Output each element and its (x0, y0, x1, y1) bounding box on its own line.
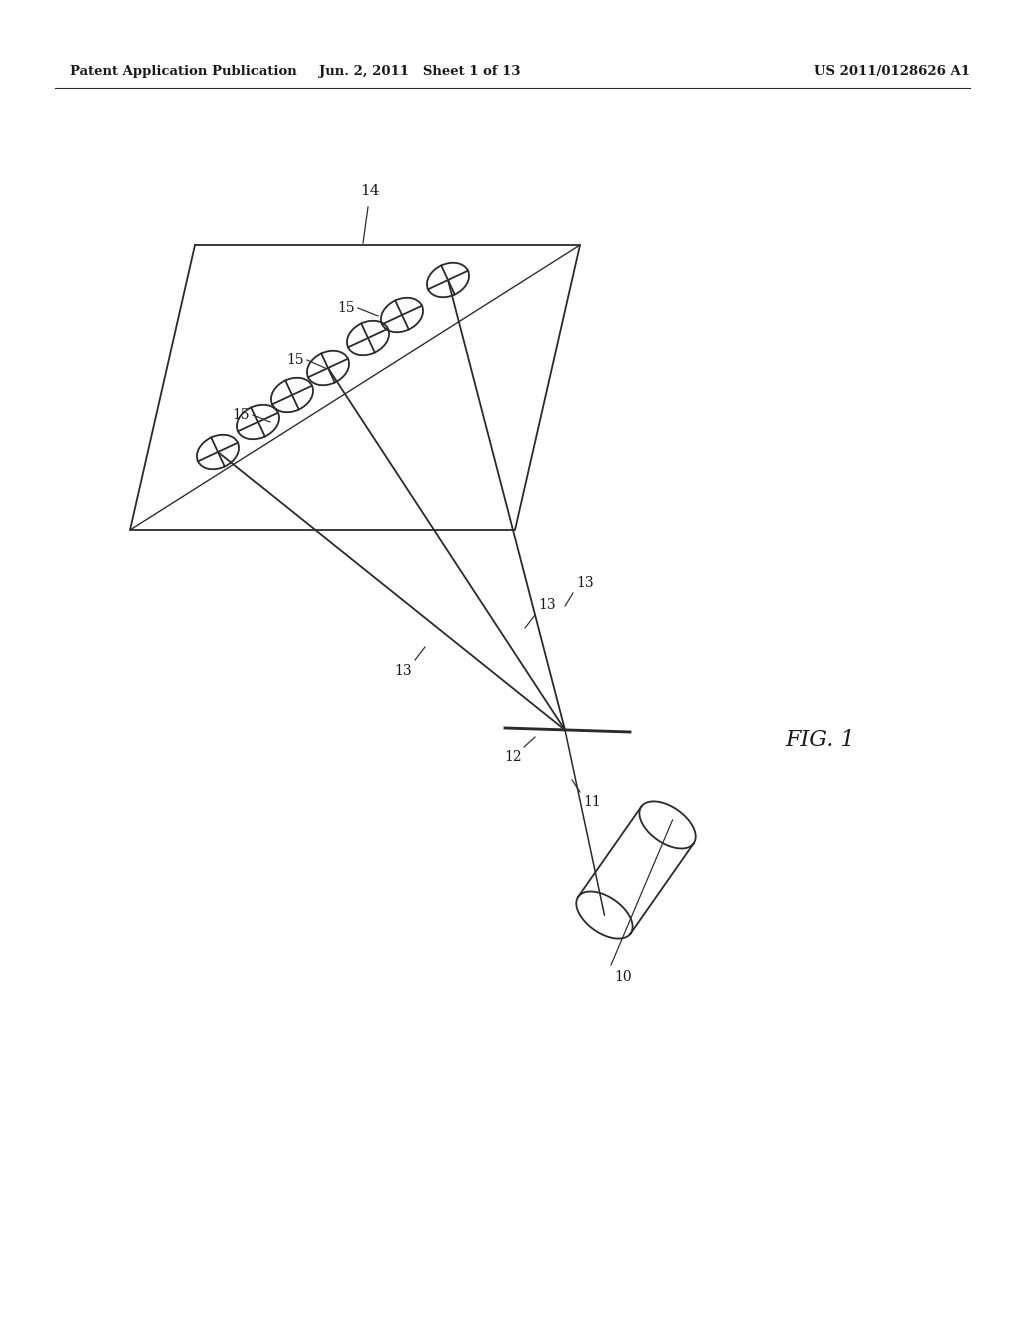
Text: FIG. 1: FIG. 1 (785, 729, 855, 751)
Text: Patent Application Publication: Patent Application Publication (70, 66, 297, 78)
Text: 15: 15 (337, 301, 355, 315)
Text: 15: 15 (287, 352, 304, 367)
Text: 12: 12 (505, 750, 522, 764)
Text: Jun. 2, 2011   Sheet 1 of 13: Jun. 2, 2011 Sheet 1 of 13 (319, 66, 521, 78)
Text: 13: 13 (394, 664, 412, 678)
Text: 11: 11 (583, 795, 601, 809)
Text: US 2011/0128626 A1: US 2011/0128626 A1 (814, 66, 970, 78)
Text: 13: 13 (575, 576, 594, 590)
Text: 15: 15 (232, 408, 250, 422)
Text: 13: 13 (538, 598, 556, 612)
Text: 10: 10 (614, 970, 632, 983)
Text: 14: 14 (360, 183, 380, 198)
